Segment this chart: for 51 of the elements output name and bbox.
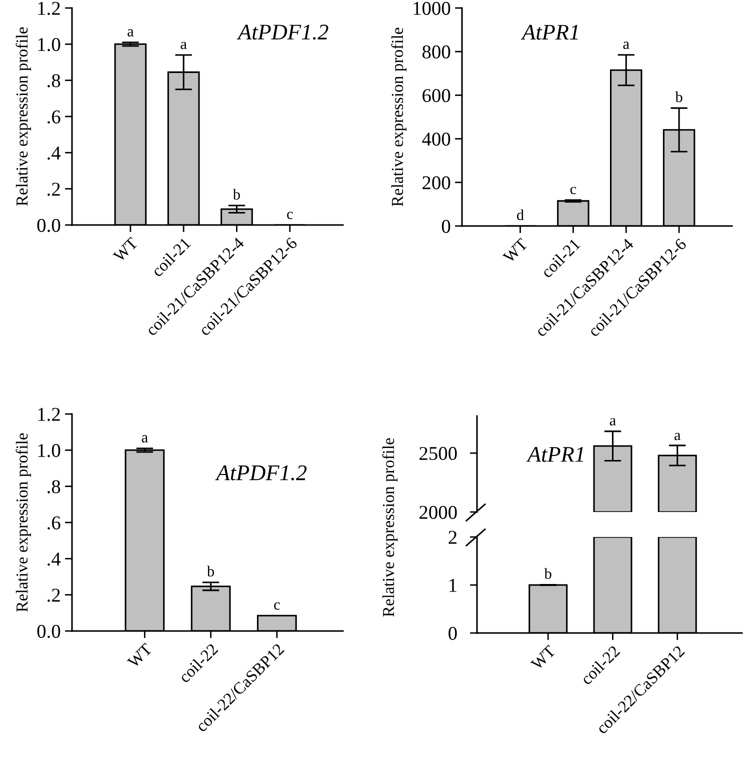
y-axis-title: Relative expression profile xyxy=(16,433,32,612)
y-tick-label: 0 xyxy=(442,220,450,233)
y-axis-title: Relative expression profile xyxy=(16,27,32,206)
y-tick-label: 2 xyxy=(448,530,456,544)
text: AtPR1 xyxy=(520,24,578,40)
annotation: a xyxy=(142,435,148,442)
text: AtPDF1.2 xyxy=(236,24,328,40)
text: AtPDF1.2 xyxy=(215,465,307,480)
y-tick-label: .4 xyxy=(48,552,61,566)
y-tick-label: 1000 xyxy=(414,2,450,15)
y-tick-label: .2 xyxy=(48,182,60,196)
x-tick-label: WT xyxy=(112,236,139,263)
y-tick-label: .4 xyxy=(48,146,61,160)
y-tick-label: .8 xyxy=(48,480,60,494)
y-tick-label: 200 xyxy=(422,176,450,190)
y-tick-label: 0.0 xyxy=(37,624,60,638)
x-tick-label: WT xyxy=(502,238,528,264)
annotation: a xyxy=(623,42,630,49)
text: AtPR1 xyxy=(526,446,584,462)
y-tick-label: 1.0 xyxy=(38,38,60,52)
y-tick-label: .2 xyxy=(48,588,60,602)
y-axis-title: Relative expression profile xyxy=(382,438,398,617)
y-axis-title: Relative expression profile xyxy=(391,28,406,206)
y-tick-label: 600 xyxy=(422,89,450,102)
y-tick-label: .6 xyxy=(48,110,60,124)
y-tick-label: 2500 xyxy=(420,446,457,460)
y-tick-label: 0.0 xyxy=(37,218,60,232)
y-tick-label: 1.2 xyxy=(38,2,60,16)
y-tick-label: 1 xyxy=(450,578,456,592)
annotation: a xyxy=(610,418,616,426)
y-tick-label: 1.0 xyxy=(38,444,60,458)
y-tick-label: 2000 xyxy=(420,506,457,519)
annotation: c xyxy=(274,602,280,610)
annotation: d xyxy=(516,209,524,220)
y-tick-label: 800 xyxy=(422,45,450,59)
annotation: a xyxy=(674,432,681,440)
y-tick-label: .6 xyxy=(48,516,60,530)
y-tick-label: 1.2 xyxy=(38,408,60,422)
annotation: b xyxy=(675,91,682,102)
annotation: a xyxy=(128,29,134,36)
annotation: b xyxy=(544,568,552,579)
y-tick-label: 0 xyxy=(448,626,457,640)
x-tick-label: WT xyxy=(530,644,556,671)
annotation: a xyxy=(180,42,187,50)
annotation: b xyxy=(206,566,214,576)
y-tick-label: 400 xyxy=(422,132,450,146)
x-tick-label: WT xyxy=(126,642,153,669)
annotation: c xyxy=(287,212,293,220)
annotation: c xyxy=(570,186,576,194)
y-tick-label: .8 xyxy=(48,74,60,88)
annotation: b xyxy=(232,188,240,200)
